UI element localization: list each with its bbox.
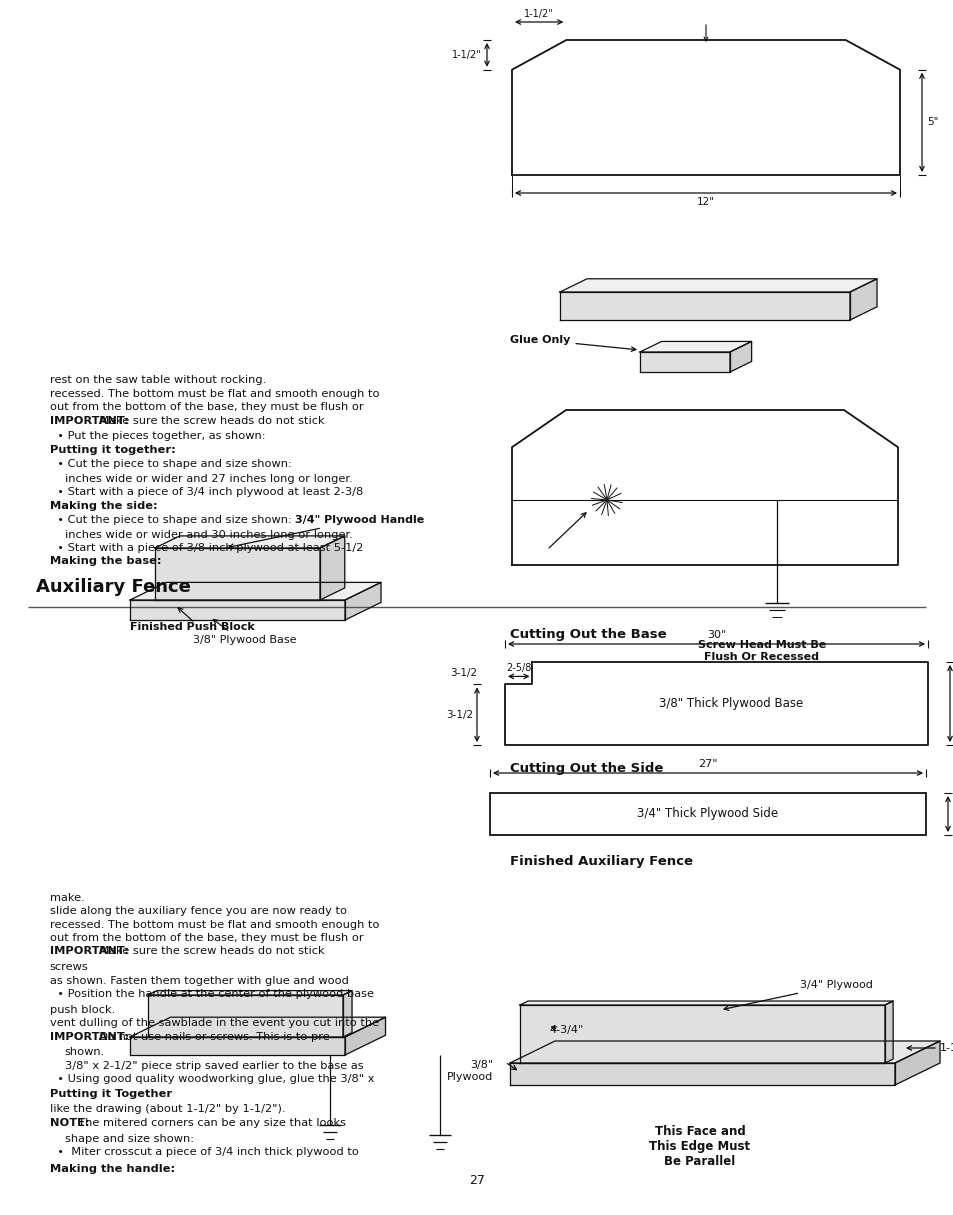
Text: Making the side:: Making the side: (50, 501, 157, 510)
Text: This Face and
This Edge Must
Be Parallel: This Face and This Edge Must Be Parallel (649, 1125, 750, 1168)
Polygon shape (148, 990, 352, 995)
Text: 3/8" x 2-1/2" piece strip saved earlier to the base as: 3/8" x 2-1/2" piece strip saved earlier … (65, 1061, 363, 1070)
Text: NOTE:: NOTE: (50, 1118, 89, 1128)
Text: screws: screws (50, 962, 89, 972)
Text: 3/4" Thick Plywood Side: 3/4" Thick Plywood Side (637, 808, 778, 820)
Text: like the drawing (about 1-1/2" by 1-1/2").: like the drawing (about 1-1/2" by 1-1/2"… (50, 1104, 285, 1114)
Text: as shown. Fasten them together with glue and wood: as shown. Fasten them together with glue… (50, 976, 348, 985)
Text: The mitered corners can be any size that looks: The mitered corners can be any size that… (71, 1118, 346, 1128)
Text: Finished Auxiliary Fence: Finished Auxiliary Fence (510, 855, 692, 868)
Text: 2-5/8: 2-5/8 (505, 663, 531, 673)
Polygon shape (130, 1036, 345, 1055)
Polygon shape (148, 995, 343, 1036)
Polygon shape (519, 1001, 892, 1005)
Text: Putting it Together: Putting it Together (50, 1089, 172, 1098)
Text: 3-1/2: 3-1/2 (445, 710, 473, 719)
Text: shape and size shown:: shape and size shown: (65, 1134, 193, 1143)
Text: 3-1/2: 3-1/2 (450, 668, 476, 678)
Text: Putting it together:: Putting it together: (50, 445, 175, 454)
Text: 1-1/2": 1-1/2" (524, 9, 554, 19)
Text: recessed. The bottom must be flat and smooth enough to: recessed. The bottom must be flat and sm… (50, 920, 378, 929)
Text: 3/8" Plywood Base: 3/8" Plywood Base (193, 635, 296, 645)
Text: 3/4" Plywood Handle: 3/4" Plywood Handle (229, 515, 424, 548)
Text: inches wide or wider and 27 inches long or longer.: inches wide or wider and 27 inches long … (65, 474, 353, 484)
Polygon shape (884, 1001, 892, 1063)
Polygon shape (559, 292, 849, 320)
Text: Auxiliary Fence: Auxiliary Fence (36, 578, 191, 597)
Text: 27": 27" (698, 759, 717, 769)
Text: •  Miter crosscut a piece of 3/4 inch thick plywood to: • Miter crosscut a piece of 3/4 inch thi… (50, 1147, 358, 1157)
Polygon shape (319, 536, 344, 600)
Text: • Start with a piece of 3/4 inch plywood at least 2-3/8: • Start with a piece of 3/4 inch plywood… (50, 487, 362, 497)
Text: vent dulling of the sawblade in the event you cut into the: vent dulling of the sawblade in the even… (50, 1018, 378, 1028)
Text: IMPORTANT:: IMPORTANT: (50, 1032, 129, 1041)
Text: 4-3/4": 4-3/4" (549, 1025, 583, 1035)
Text: 3/8" Thick Plywood Base: 3/8" Thick Plywood Base (659, 697, 802, 710)
Polygon shape (130, 600, 345, 620)
Polygon shape (849, 278, 876, 320)
Polygon shape (639, 352, 729, 372)
Polygon shape (894, 1041, 939, 1085)
Text: • Position the handle at the center of the plywood base: • Position the handle at the center of t… (50, 989, 374, 999)
Polygon shape (729, 341, 751, 372)
Text: Cutting Out the Base: Cutting Out the Base (510, 628, 666, 642)
Polygon shape (639, 341, 751, 352)
Polygon shape (559, 278, 876, 292)
Polygon shape (510, 1063, 894, 1085)
Text: out from the bottom of the base, they must be flush or: out from the bottom of the base, they mu… (50, 933, 363, 943)
Text: recessed. The bottom must be flat and smooth enough to: recessed. The bottom must be flat and sm… (50, 389, 378, 399)
Text: • Cut the piece to shape and size shown:: • Cut the piece to shape and size shown: (50, 515, 292, 525)
Polygon shape (510, 1041, 939, 1063)
Text: Screw Head Must Be
Flush Or Recessed: Screw Head Must Be Flush Or Recessed (698, 640, 825, 662)
Text: IMPORTANT:: IMPORTANT: (50, 946, 129, 956)
Bar (490, 793, 925, 835)
Text: out from the bottom of the base, they must be flush or: out from the bottom of the base, they mu… (50, 402, 363, 412)
Polygon shape (345, 582, 380, 620)
Text: make.: make. (50, 893, 84, 903)
Polygon shape (154, 536, 344, 548)
Polygon shape (519, 1005, 884, 1063)
Polygon shape (345, 1017, 385, 1055)
Text: Glue Only: Glue Only (510, 335, 636, 351)
Text: inches wide or wider and 30 inches long or longer.: inches wide or wider and 30 inches long … (65, 530, 353, 539)
Text: • Cut the piece to shape and size shown:: • Cut the piece to shape and size shown: (50, 459, 292, 469)
Polygon shape (154, 548, 319, 600)
Polygon shape (130, 1017, 385, 1036)
Text: • Put the pieces together, as shown:: • Put the pieces together, as shown: (50, 431, 265, 441)
Polygon shape (130, 582, 380, 600)
Text: 1-1/4: 1-1/4 (939, 1042, 953, 1053)
Text: Making the base:: Making the base: (50, 556, 161, 566)
Text: 2-3/8": 2-3/8" (951, 809, 953, 819)
Text: 12": 12" (697, 197, 714, 207)
Text: 27: 27 (469, 1174, 484, 1187)
Text: Making the handle:: Making the handle: (50, 1164, 174, 1174)
Text: push block.: push block. (50, 1005, 114, 1015)
Text: Cutting Out the Side: Cutting Out the Side (510, 762, 662, 775)
Text: Make sure the screw heads do not stick: Make sure the screw heads do not stick (92, 416, 325, 425)
Text: Make sure the screw heads do not stick: Make sure the screw heads do not stick (92, 946, 325, 956)
Text: IMPORTANT:: IMPORTANT: (50, 416, 129, 425)
Text: Finished Push Block: Finished Push Block (130, 622, 254, 632)
Text: 3/8"
Plywood: 3/8" Plywood (446, 1059, 493, 1081)
Text: 5": 5" (926, 118, 938, 128)
Text: 3/4" Plywood: 3/4" Plywood (723, 981, 872, 1011)
Text: • Using good quality woodworking glue, glue the 3/8" x: • Using good quality woodworking glue, g… (50, 1074, 374, 1084)
Text: Do not use nails or screws. This is to pre-: Do not use nails or screws. This is to p… (92, 1032, 334, 1041)
Text: shown.: shown. (65, 1047, 105, 1057)
Text: slide along the auxiliary fence you are now ready to: slide along the auxiliary fence you are … (50, 906, 346, 916)
Text: 1-1/2": 1-1/2" (452, 50, 481, 60)
Polygon shape (343, 990, 352, 1036)
Text: 30": 30" (706, 631, 725, 640)
Text: • Start with a piece of 3/8 inch plywood at least 5-1/2: • Start with a piece of 3/8 inch plywood… (50, 543, 362, 553)
Text: rest on the saw table without rocking.: rest on the saw table without rocking. (50, 375, 266, 385)
